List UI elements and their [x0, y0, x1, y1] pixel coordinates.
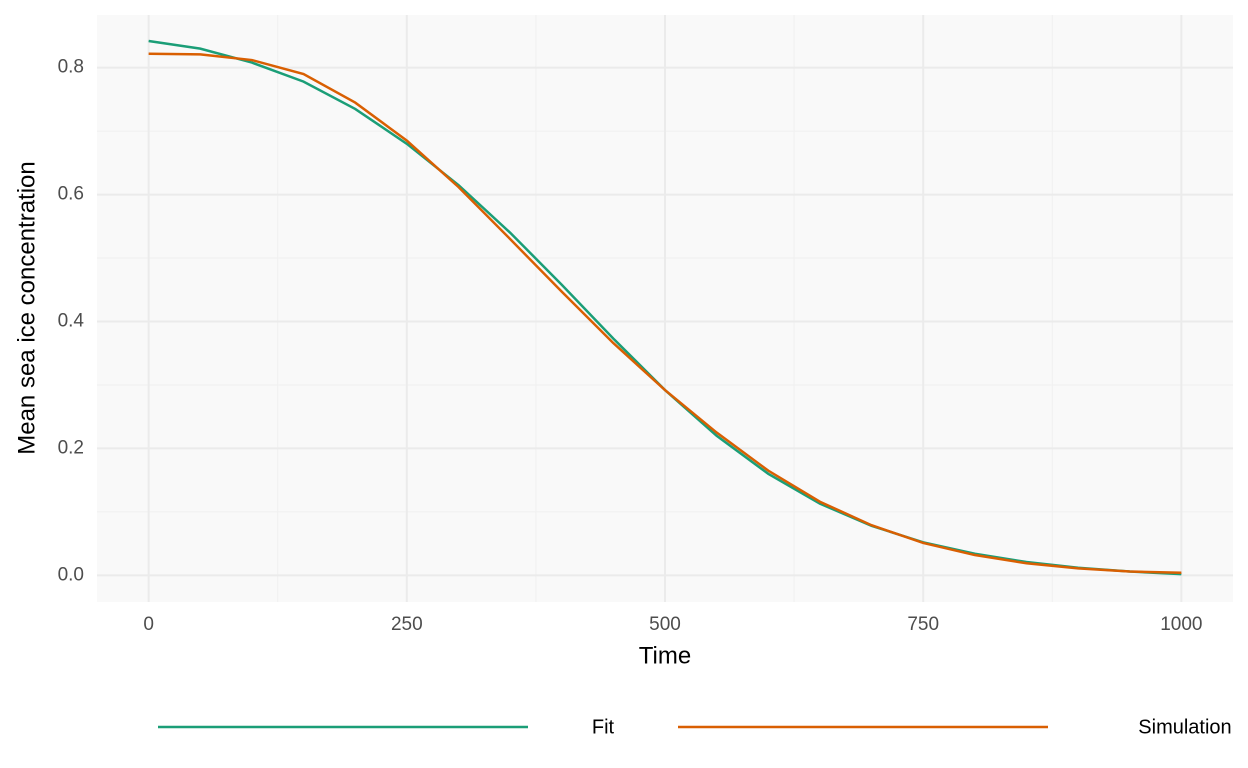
x-tick-label: 750	[907, 614, 939, 635]
x-tick-label: 1000	[1160, 614, 1202, 635]
series-line	[148, 52, 1182, 575]
legend-label: Simulation	[1138, 716, 1231, 738]
y-tick-label: 0.2	[58, 437, 84, 458]
x-axis-title: Time	[639, 642, 691, 669]
legend-label: Fit	[592, 716, 615, 738]
x-tick-label: 250	[391, 614, 423, 635]
y-tick-label: 0.8	[58, 57, 84, 78]
x-tick-label: 500	[649, 614, 681, 635]
y-axis-title: Mean sea ice concentration	[13, 161, 40, 455]
y-tick-label: 0.4	[58, 311, 85, 332]
x-tick-label: 0	[143, 614, 154, 635]
y-tick-label: 0.0	[58, 564, 84, 585]
y-tick-label: 0.6	[58, 184, 84, 205]
